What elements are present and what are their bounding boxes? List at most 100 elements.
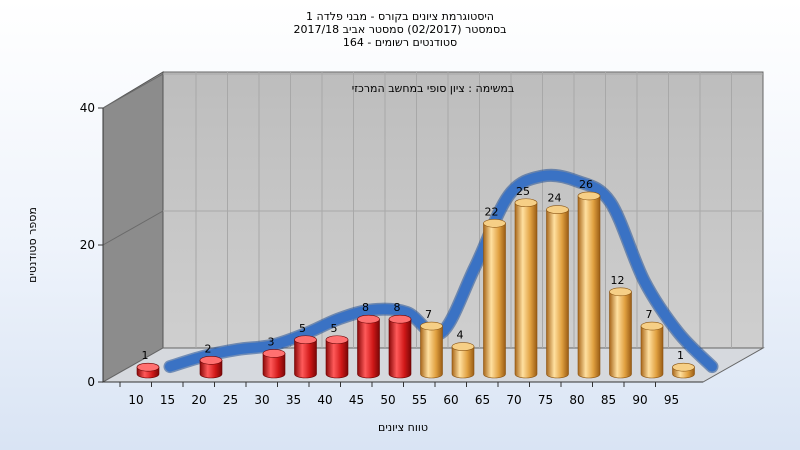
bar-top bbox=[420, 321, 443, 331]
bar-body bbox=[199, 360, 223, 379]
bar-top bbox=[262, 349, 286, 358]
chart-subtitle-students: סטודנטים רשומים - 164 bbox=[342, 36, 458, 49]
x-tick-label: 85 bbox=[601, 393, 616, 407]
bar bbox=[609, 287, 632, 379]
bar-value-label: 12 bbox=[611, 274, 625, 287]
x-tick-label: 95 bbox=[664, 393, 679, 407]
bar-value-label: 7 bbox=[646, 308, 653, 321]
side-wall bbox=[102, 71, 164, 383]
x-tick-label: 25 bbox=[223, 393, 238, 407]
x-tick-label: 45 bbox=[349, 393, 364, 407]
y-tick-label: 40 bbox=[80, 101, 95, 115]
bar-body bbox=[357, 318, 380, 379]
grid-line-side bbox=[102, 210, 164, 246]
bar-body bbox=[388, 318, 412, 379]
bar-top bbox=[514, 198, 538, 208]
bar-body bbox=[640, 325, 664, 379]
x-ticks: 10 15 20 25 30 35 40 45 50 55 60 65 70 75 80 85 90 95 bbox=[119, 382, 679, 407]
x-tick-label: 80 bbox=[569, 393, 584, 407]
bar bbox=[294, 335, 317, 379]
bar-top bbox=[357, 314, 380, 324]
bar-top bbox=[640, 321, 664, 331]
bar bbox=[136, 362, 160, 379]
y-tick-label: 20 bbox=[80, 238, 95, 252]
x-tick-label: 35 bbox=[286, 393, 301, 407]
x-tick-label: 90 bbox=[632, 393, 647, 407]
bar-body bbox=[451, 346, 475, 379]
y-tick-label: 0 bbox=[87, 375, 95, 389]
bar-value-label: 8 bbox=[362, 301, 369, 314]
y-axis-label: מספר סטודנטים bbox=[26, 207, 39, 283]
x-tick-label: 10 bbox=[128, 393, 143, 407]
curve-layer bbox=[163, 168, 719, 374]
bar-top bbox=[672, 362, 695, 372]
bar bbox=[325, 335, 349, 379]
bar-value-label: 26 bbox=[579, 178, 593, 191]
bar-body bbox=[483, 223, 506, 379]
bar bbox=[420, 321, 443, 379]
bar-value-label: 25 bbox=[516, 185, 530, 198]
bar-top bbox=[451, 342, 475, 351]
bar bbox=[357, 314, 380, 379]
bar bbox=[262, 349, 286, 379]
x-axis-label: טווח ציונים bbox=[378, 421, 428, 434]
chart-title: היסטוגרמת ציונים בקורס - מבני פלדה 1 bbox=[306, 10, 494, 23]
bar-body bbox=[262, 353, 286, 379]
grid-line-side bbox=[102, 73, 164, 109]
bar-body bbox=[577, 195, 601, 379]
grid-lines bbox=[102, 72, 763, 348]
bar-value-label: 3 bbox=[268, 335, 275, 348]
x-tick-label: 30 bbox=[254, 393, 269, 407]
chart-subtitle-semester: בסמסטר (02/2017) סמסטר אביב 2017/18 bbox=[293, 23, 507, 36]
bar-top bbox=[136, 362, 160, 372]
bar-value-label: 22 bbox=[485, 205, 499, 218]
bar-top bbox=[325, 335, 349, 345]
bar-value-label: 8 bbox=[394, 301, 401, 314]
bar bbox=[451, 342, 475, 379]
y-ticks: 0 20 40 bbox=[80, 101, 103, 389]
bar-body bbox=[514, 202, 538, 379]
bar-body bbox=[294, 339, 317, 379]
bar bbox=[388, 314, 412, 379]
bar-value-label: 24 bbox=[548, 192, 562, 205]
bar-top bbox=[483, 219, 506, 228]
bar-body bbox=[609, 291, 632, 379]
bar-value-label: 5 bbox=[299, 322, 306, 335]
bar-top bbox=[546, 205, 569, 214]
bar bbox=[199, 355, 223, 379]
bar bbox=[483, 219, 506, 379]
chart-annotation: במשימה : ציון סופי במחשב המרכזי bbox=[352, 82, 515, 95]
bars bbox=[136, 191, 695, 379]
x-tick-label: 40 bbox=[317, 393, 332, 407]
bar-value-label: 7 bbox=[425, 308, 432, 321]
x-tick-label: 15 bbox=[160, 393, 175, 407]
bar bbox=[672, 362, 695, 379]
x-tick-label: 75 bbox=[538, 393, 553, 407]
bar-body bbox=[420, 325, 443, 379]
bar-value-label: 2 bbox=[205, 342, 212, 355]
x-tick-label: 65 bbox=[475, 393, 490, 407]
bar bbox=[640, 321, 664, 379]
chart-title-block: היסטוגרמת ציונים בקורס - מבני פלדה 1 בסמ… bbox=[200, 10, 600, 49]
x-tick-label: 50 bbox=[380, 393, 395, 407]
bar-top bbox=[199, 355, 223, 365]
bar-top bbox=[609, 287, 632, 297]
bar-top bbox=[577, 191, 601, 201]
bar-top bbox=[388, 314, 412, 324]
bar bbox=[577, 191, 601, 379]
x-tick-label: 55 bbox=[412, 393, 427, 407]
x-tick-label: 60 bbox=[443, 393, 458, 407]
bar-body bbox=[546, 209, 569, 379]
bar bbox=[514, 198, 538, 379]
bar-top bbox=[294, 335, 317, 345]
bar-value-label: 5 bbox=[331, 322, 338, 335]
bar-value-label: 1 bbox=[677, 349, 684, 362]
bar-body bbox=[325, 339, 349, 379]
x-tick-label: 20 bbox=[191, 393, 206, 407]
bar-value-label: 4 bbox=[457, 329, 464, 342]
x-tick-label: 70 bbox=[506, 393, 521, 407]
bar bbox=[546, 205, 569, 379]
